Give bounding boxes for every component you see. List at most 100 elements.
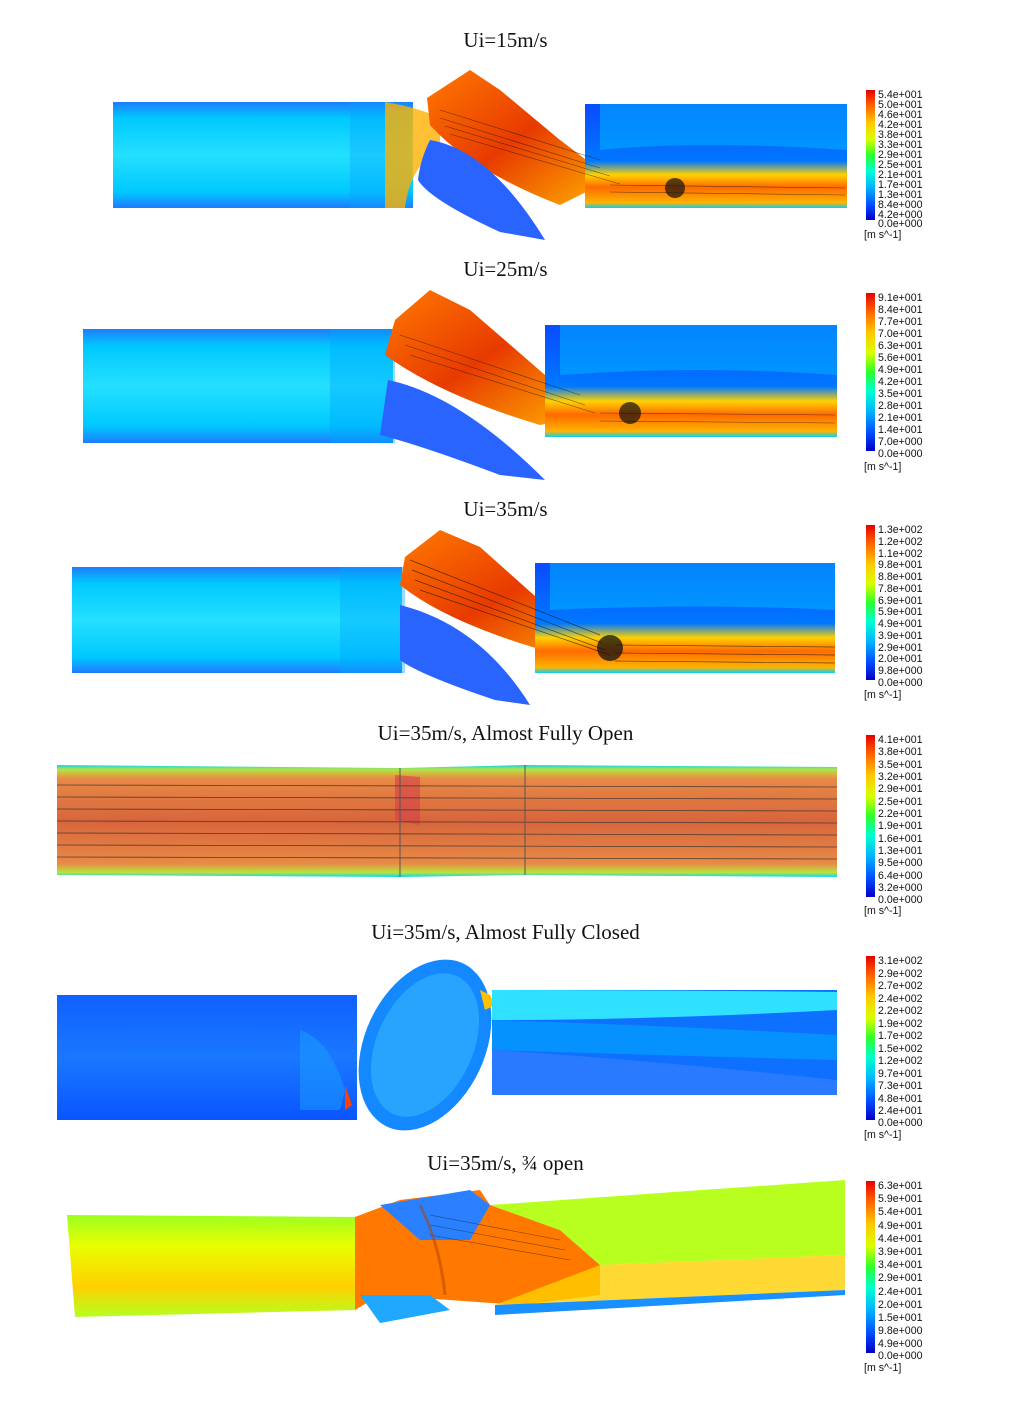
tick-label: 9.8e+001 bbox=[878, 559, 923, 571]
panel-ui35-three-quarter-open: Ui=35m/s, ¾ open 6.3e+001 5.9e+001 5.4e+… bbox=[0, 1145, 1011, 1414]
tick-label: 9.1e+001 bbox=[878, 292, 923, 304]
tick-label: 2.2e+002 bbox=[878, 1005, 923, 1017]
tick-label: 2.9e+001 bbox=[878, 642, 923, 654]
tick-label: 1.7e+001 bbox=[878, 179, 923, 191]
tick-label: 5.9e+001 bbox=[878, 1193, 923, 1205]
tick-label: 2.4e+001 bbox=[878, 1286, 923, 1298]
panel-title: Ui=35m/s, Almost Fully Open bbox=[377, 721, 634, 745]
colorbar bbox=[866, 735, 875, 897]
colorbar bbox=[866, 90, 875, 220]
tick-label: 3.1e+002 bbox=[878, 955, 923, 967]
tick-label: 1.1e+002 bbox=[878, 548, 923, 560]
colorbar bbox=[866, 956, 875, 1120]
tick-label: 1.9e+001 bbox=[878, 820, 923, 832]
unit-label: [m s^-1] bbox=[864, 1362, 902, 1374]
tick-label: 1.5e+001 bbox=[878, 1312, 923, 1324]
tick-label: 3.4e+001 bbox=[878, 1259, 923, 1271]
tick-label: 2.2e+001 bbox=[878, 808, 923, 820]
tick-label: 0.0e+000 bbox=[878, 218, 923, 230]
panel-ui25: Ui=25m/s 9.1e+001 8.4e+001 7.7e+001 7.0e… bbox=[0, 245, 1011, 485]
tick-label: 8.4e+001 bbox=[878, 304, 923, 316]
tick-label: 2.7e+002 bbox=[878, 980, 923, 992]
tick-label: 8.4e+000 bbox=[878, 199, 923, 211]
tick-label: 2.5e+001 bbox=[878, 159, 923, 171]
tick-label: 1.5e+002 bbox=[878, 1043, 923, 1055]
tick-label: 7.8e+001 bbox=[878, 583, 923, 595]
tick-label: 3.2e+001 bbox=[878, 771, 923, 783]
tick-label: 4.9e+001 bbox=[878, 618, 923, 630]
tick-label: 1.3e+001 bbox=[878, 845, 923, 857]
tick-label: 7.0e+000 bbox=[878, 436, 923, 448]
tick-label: 2.1e+001 bbox=[878, 169, 923, 181]
panel-title: Ui=35m/s bbox=[463, 497, 548, 521]
tick-label: 1.3e+001 bbox=[878, 189, 923, 201]
tick-label: 4.2e+001 bbox=[878, 376, 923, 388]
unit-label: [m s^-1] bbox=[864, 1129, 902, 1141]
tick-label: 3.9e+001 bbox=[878, 1246, 923, 1258]
colorbar bbox=[866, 1181, 875, 1353]
tick-label: 4.9e+001 bbox=[878, 1220, 923, 1232]
tick-label: 0.0e+000 bbox=[878, 1350, 923, 1362]
tick-label: 9.5e+000 bbox=[878, 857, 923, 869]
unit-label: [m s^-1] bbox=[864, 229, 902, 241]
unit-label: [m s^-1] bbox=[864, 461, 902, 473]
velocity-contour-plot bbox=[72, 530, 836, 705]
tick-label: 7.0e+001 bbox=[878, 328, 923, 340]
tick-label: 1.3e+002 bbox=[878, 524, 923, 536]
tick-label: 3.8e+001 bbox=[878, 746, 923, 758]
tick-label: 2.9e+001 bbox=[878, 1272, 923, 1284]
tick-label: 6.3e+001 bbox=[878, 1180, 923, 1192]
tick-label: 6.3e+001 bbox=[878, 340, 923, 352]
tick-label: 4.8e+001 bbox=[878, 1093, 923, 1105]
tick-label: 3.3e+001 bbox=[878, 139, 923, 151]
tick-label: 3.8e+001 bbox=[878, 129, 923, 141]
velocity-contour-plot bbox=[57, 959, 837, 1131]
tick-label: 5.4e+001 bbox=[878, 1206, 923, 1218]
tick-label: 1.2e+002 bbox=[878, 1055, 923, 1067]
tick-label: 5.0e+001 bbox=[878, 99, 923, 111]
tick-label: 4.4e+001 bbox=[878, 1233, 923, 1245]
tick-label: 3.5e+001 bbox=[878, 388, 923, 400]
panel-title: Ui=35m/s, Almost Fully Closed bbox=[371, 920, 640, 944]
velocity-contour-plot bbox=[113, 70, 847, 240]
tick-label: 5.4e+001 bbox=[878, 89, 923, 101]
tick-label: 1.6e+001 bbox=[878, 833, 923, 845]
panel-title: Ui=35m/s, ¾ open bbox=[427, 1151, 584, 1175]
panel-ui15: Ui=15m/s 5.4e+001 5.0e+001 4.6e+001 4.2e… bbox=[0, 0, 1011, 245]
tick-label: 9.8e+000 bbox=[878, 665, 923, 677]
tick-label: 0.0e+000 bbox=[878, 1117, 923, 1129]
velocity-contour-plot bbox=[56, 765, 838, 877]
tick-label: 2.9e+001 bbox=[878, 783, 923, 795]
tick-label: 0.0e+000 bbox=[878, 677, 923, 689]
tick-label: 2.5e+001 bbox=[878, 796, 923, 808]
tick-label: 7.7e+001 bbox=[878, 316, 923, 328]
tick-label: 0.0e+000 bbox=[878, 894, 923, 906]
tick-label: 7.3e+001 bbox=[878, 1080, 923, 1092]
unit-label: [m s^-1] bbox=[864, 905, 902, 917]
tick-label: 2.1e+001 bbox=[878, 412, 923, 424]
tick-label: 9.7e+001 bbox=[878, 1068, 923, 1080]
tick-label: 1.9e+002 bbox=[878, 1018, 923, 1030]
tick-label: 8.8e+001 bbox=[878, 571, 923, 583]
tick-label: 2.0e+001 bbox=[878, 653, 923, 665]
unit-label: [m s^-1] bbox=[864, 689, 902, 701]
tick-label: 3.5e+001 bbox=[878, 759, 923, 771]
tick-label: 5.9e+001 bbox=[878, 606, 923, 618]
tick-label: 2.4e+001 bbox=[878, 1105, 923, 1117]
tick-label: 2.0e+001 bbox=[878, 1299, 923, 1311]
tick-label: 1.4e+001 bbox=[878, 424, 923, 436]
tick-label: 0.0e+000 bbox=[878, 448, 923, 460]
tick-label: 2.8e+001 bbox=[878, 400, 923, 412]
panel-ui35-almost-open: Ui=35m/s, Almost Fully Open 4.1e+001 3.8… bbox=[0, 715, 1011, 920]
colorbar bbox=[866, 525, 875, 680]
tick-label: 6.9e+001 bbox=[878, 595, 923, 607]
tick-label: 2.9e+001 bbox=[878, 149, 923, 161]
tick-label: 4.2e+000 bbox=[878, 209, 923, 221]
panel-ui35: Ui=35m/s 1.3e+002 1.2e+002 1.1e+002 9.8e… bbox=[0, 485, 1011, 715]
tick-label: 2.9e+002 bbox=[878, 968, 923, 980]
tick-label: 1.7e+002 bbox=[878, 1030, 923, 1042]
tick-label: 4.9e+001 bbox=[878, 364, 923, 376]
colorbar bbox=[866, 293, 875, 451]
panel-ui35-almost-closed: Ui=35m/s, Almost Fully Closed 3.1e+002 2… bbox=[0, 920, 1011, 1145]
tick-label: 2.4e+002 bbox=[878, 993, 923, 1005]
